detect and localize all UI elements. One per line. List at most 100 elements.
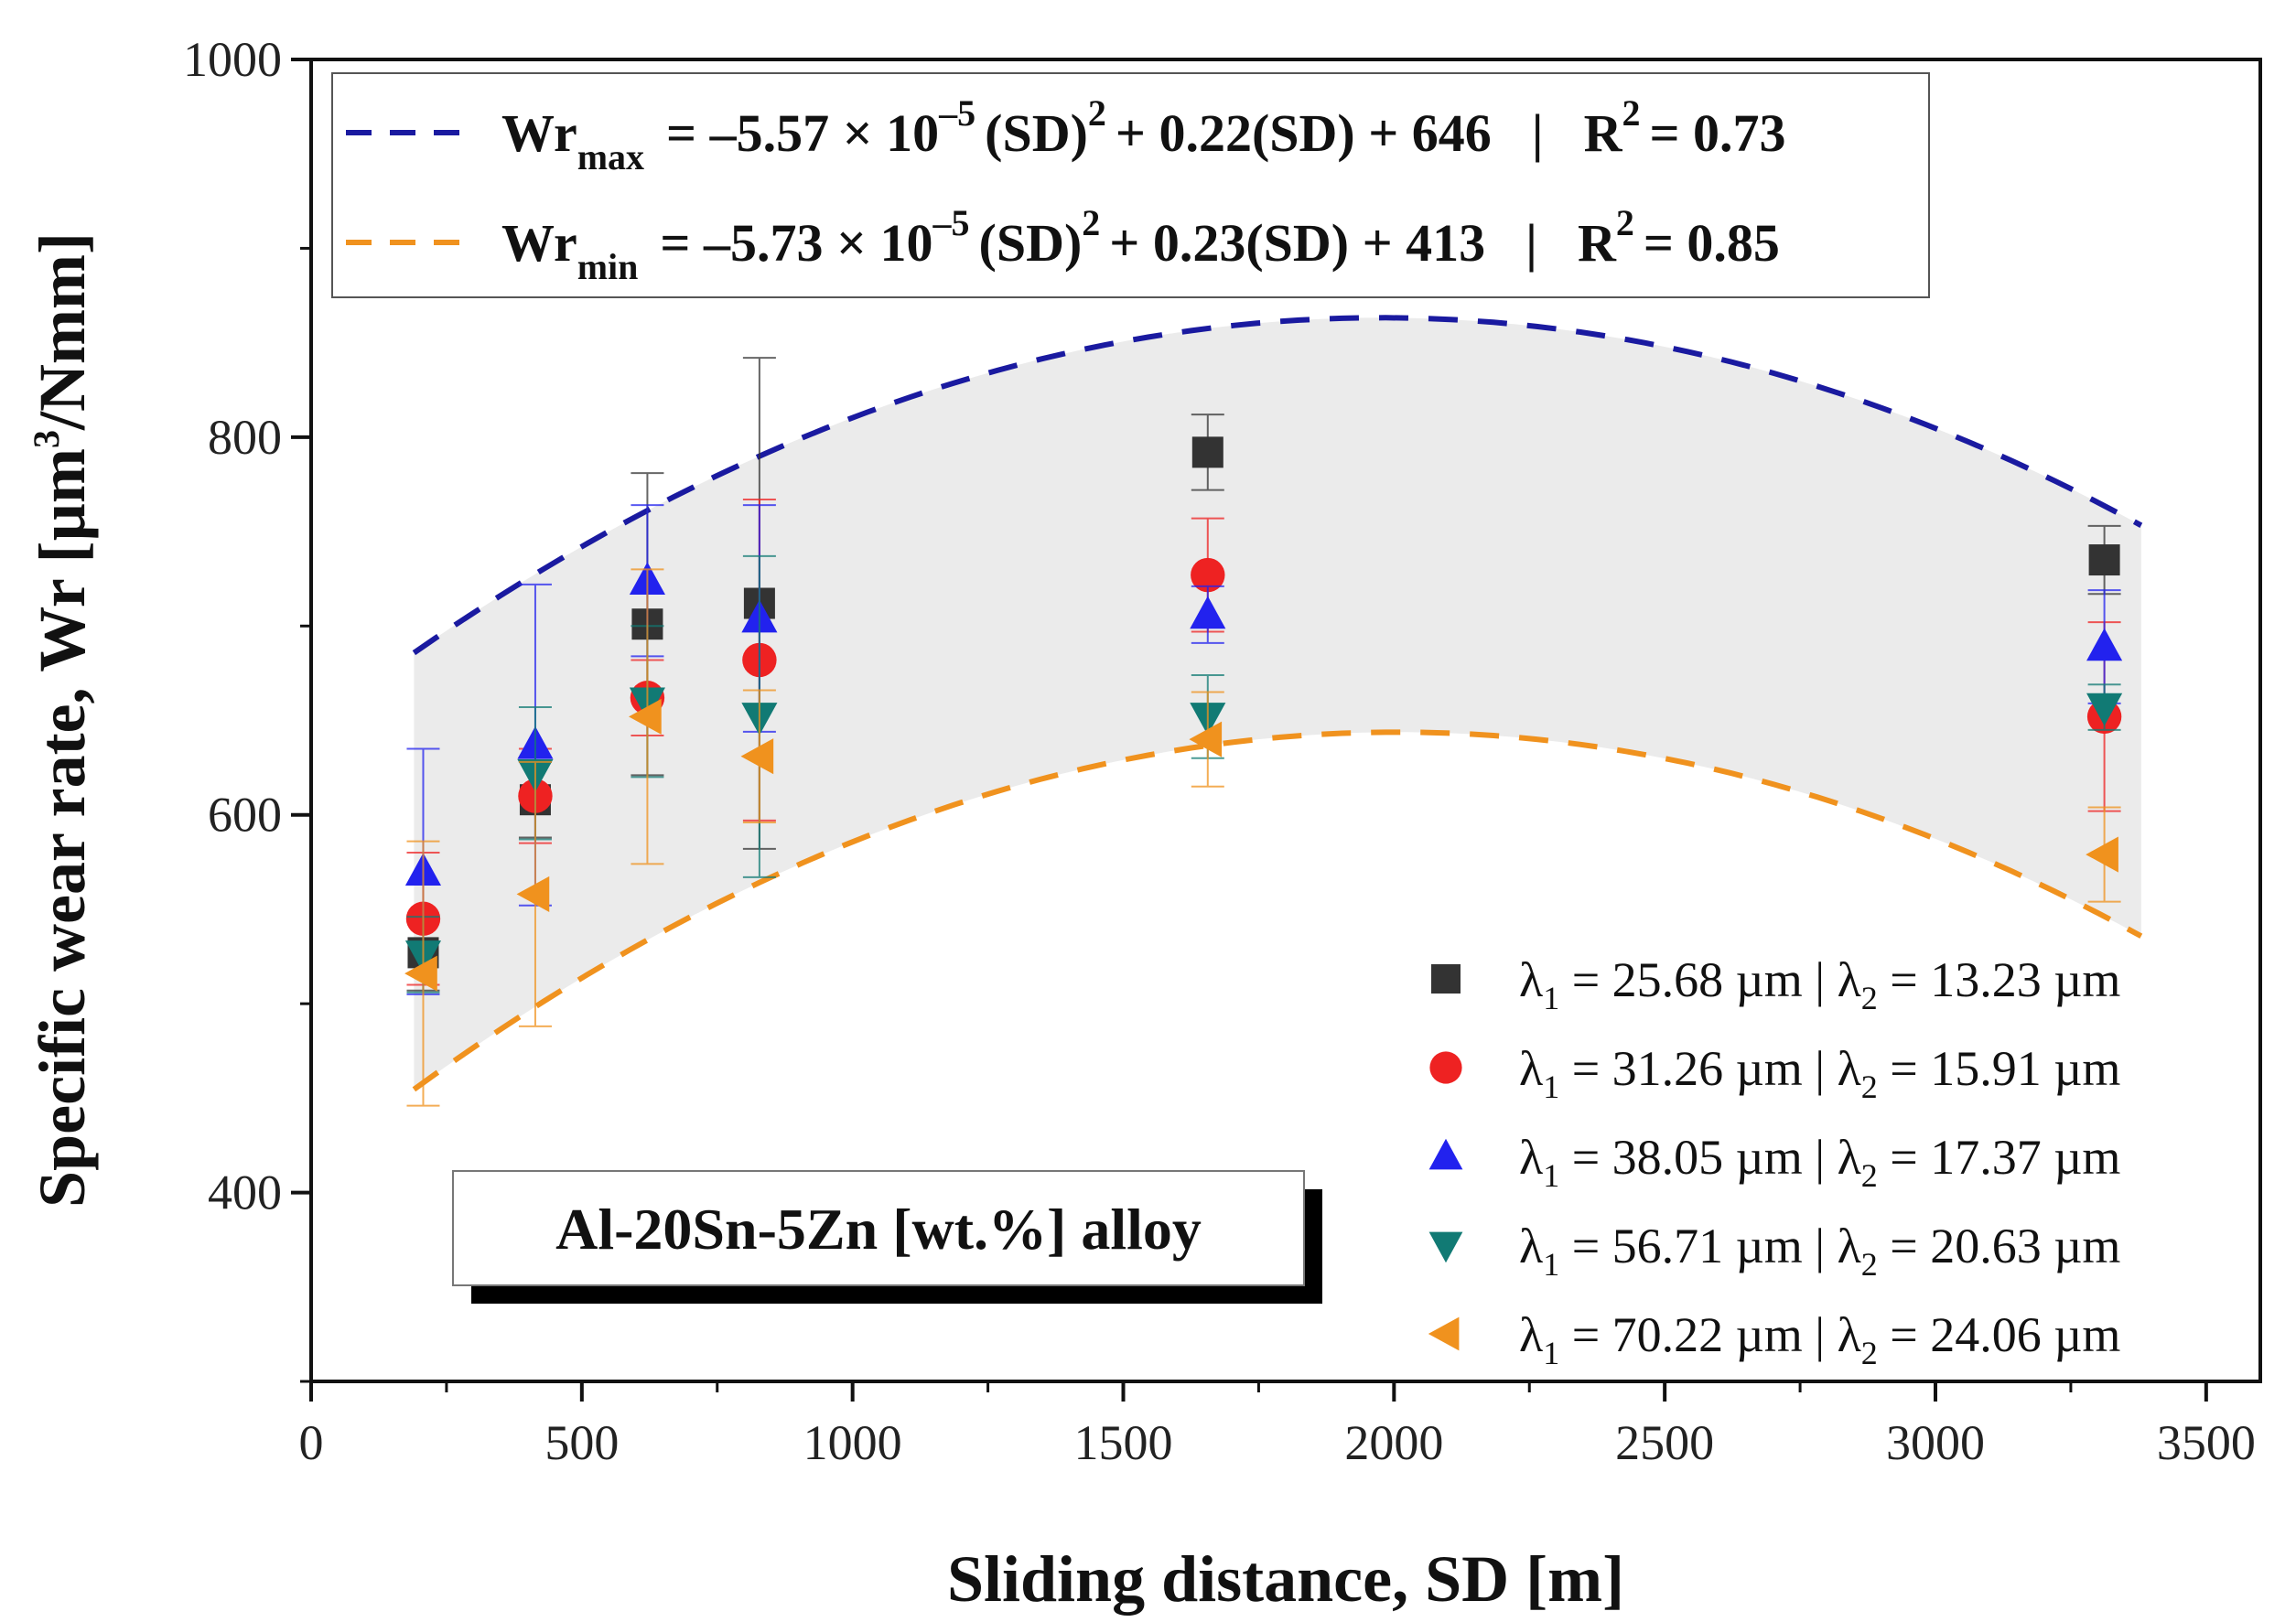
x-tick-label: 3000 <box>1886 1415 1985 1470</box>
fit-min-eq-a: = –5.73 × 10 <box>660 213 932 273</box>
y-axis-title-tail: /Nmm] <box>26 232 99 431</box>
legend-marker <box>1428 1138 1463 1170</box>
fit-max-eq-a: = –5.57 × 10 <box>666 103 939 163</box>
fit-curve-min <box>412 729 2143 1092</box>
legend-label: λ1 = 56.71 µm | λ2 = 20.63 µm <box>1519 1219 2120 1283</box>
legend-label-part: λ <box>1519 1219 1543 1273</box>
fit-min-r2-sup: 2 <box>1616 202 1634 243</box>
legend-label: λ1 = 70.22 µm | λ2 = 24.06 µm <box>1519 1307 2120 1371</box>
legend-label-part: 2 <box>1861 1335 1878 1371</box>
data-point <box>2086 693 2123 726</box>
fit-max-r2: R <box>1584 103 1623 163</box>
fit-equation-min: Wrmin = –5.73 × 10–5 (SD)2 + 0.23(SD) + 413… <box>501 202 1780 287</box>
band-layer <box>414 317 2141 1090</box>
legend-label: λ1 = 25.68 µm | λ2 = 13.23 µm <box>1519 952 2120 1016</box>
fit-max-eq-b: (SD) <box>985 103 1088 163</box>
data-point <box>1191 436 1223 468</box>
data-point <box>1191 557 1225 593</box>
data-point <box>516 875 550 912</box>
legend-marker <box>1428 1316 1460 1351</box>
legend-marker <box>1429 1051 1462 1084</box>
legend-label-part: λ <box>1519 1307 1543 1362</box>
fit-min-eq-c: + 0.23(SD) + 413 <box>1109 213 1485 273</box>
legend-label-part: λ <box>1519 1130 1543 1185</box>
axis-ticks: 0 500 1000 1500 2000 2500 3000 3500 400 600 800 100… <box>183 32 2256 1470</box>
data-points <box>404 357 2123 1107</box>
y-tick-label: 400 <box>208 1165 282 1220</box>
data-point <box>1190 596 1226 629</box>
x-tick-label: 0 <box>299 1415 324 1470</box>
fit-legend-frame <box>331 72 1930 298</box>
legend-label-part: 1 <box>1543 1069 1559 1105</box>
fit-max-label-sub: max <box>577 136 644 177</box>
plot-frame <box>309 58 2262 1383</box>
data-point <box>2088 544 2120 576</box>
x-tick-label: 500 <box>544 1415 619 1470</box>
legend-label-part: = 17.37 µm <box>1878 1130 2121 1185</box>
legend-label-part: = 31.26 µm | λ <box>1559 1041 1861 1096</box>
legend-label-part: = 24.06 µm <box>1878 1307 2121 1362</box>
y-axis-title: Specific wear rate, Wr [µm3/Nmm] <box>26 232 99 1208</box>
data-point <box>629 698 662 735</box>
x-tick-label: 1500 <box>1074 1415 1173 1470</box>
legend-item: λ1 = 38.05 µm | λ2 = 17.37 µm <box>1428 1130 2120 1194</box>
fit-curves <box>412 315 2143 1092</box>
alloy-annotation: Al-20Sn-5Zn [wt.%] alloy <box>452 1170 1322 1304</box>
y-axis-title-main: Specific wear rate, Wr [µm <box>26 448 99 1208</box>
fit-equation-legend: Wrmax = –5.57 × 10–5 (SD)2 + 0.22(SD) + 646… <box>331 72 1930 298</box>
fit-min-sep: | <box>1525 213 1537 273</box>
legend-label-part: = 70.22 µm | λ <box>1559 1307 1861 1362</box>
legend-label-part: 1 <box>1543 1246 1559 1283</box>
x-tick-label: 1000 <box>803 1415 902 1470</box>
fit-min-r2-value: = 0.85 <box>1644 213 1780 273</box>
data-point <box>404 955 437 992</box>
y-tick-label: 1000 <box>183 32 282 87</box>
legend-marker <box>1428 1231 1463 1263</box>
fit-band <box>414 317 2141 1090</box>
legend-label-part: 2 <box>1861 1246 1878 1283</box>
fit-min-r2: R <box>1578 213 1617 273</box>
fit-max-sep: | <box>1532 103 1544 163</box>
x-tick-label: 3500 <box>2157 1415 2256 1470</box>
data-point <box>740 738 774 775</box>
x-tick-label: 2500 <box>1615 1415 1714 1470</box>
legend-item: λ1 = 56.71 µm | λ2 = 20.63 µm <box>1428 1219 2120 1283</box>
legend-label-part: = 38.05 µm | λ <box>1559 1130 1861 1185</box>
legend-marker <box>1431 964 1461 994</box>
legend-label-part: 1 <box>1543 1157 1559 1194</box>
legend-item: λ1 = 31.26 µm | λ2 = 15.91 µm <box>1429 1041 2120 1105</box>
data-point <box>2086 836 2118 873</box>
legend-label-part: = 20.63 µm <box>1878 1219 2121 1273</box>
fit-min-label: Wr <box>501 213 577 273</box>
fit-max-r2-sup: 2 <box>1622 92 1640 134</box>
legend-label: λ1 = 31.26 µm | λ2 = 15.91 µm <box>1519 1041 2120 1105</box>
data-point <box>1189 721 1223 757</box>
fit-max-label: Wr <box>501 103 577 163</box>
legend-label-part: = 13.23 µm <box>1878 952 2121 1007</box>
fit-min-eq-b-sup: 2 <box>1082 202 1100 243</box>
legend-label-part: = 25.68 µm | λ <box>1559 952 1861 1007</box>
x-tick-label: 2000 <box>1344 1415 1443 1470</box>
legend-label-part: λ <box>1519 952 1543 1007</box>
legend-label: λ1 = 38.05 µm | λ2 = 17.37 µm <box>1519 1130 2120 1194</box>
alloy-annotation-frame <box>452 1170 1305 1286</box>
fit-min-label-sub: min <box>577 246 639 287</box>
legend-label-part: 1 <box>1543 1335 1559 1371</box>
data-point <box>2086 628 2123 661</box>
fit-max-eq-a-sup: –5 <box>938 92 976 134</box>
legend-label-part: 2 <box>1861 980 1878 1016</box>
y-axis-title-sup: 3 <box>26 430 67 448</box>
x-axis-title: Sliding distance, SD [m] <box>947 1542 1624 1616</box>
legend-label-part: 2 <box>1861 1069 1878 1105</box>
legend-label-part: 1 <box>1543 980 1559 1016</box>
fit-max-eq-c: + 0.22(SD) + 646 <box>1116 103 1492 163</box>
fit-max-eq-b-sup: 2 <box>1088 92 1106 134</box>
legend-item: λ1 = 70.22 µm | λ2 = 24.06 µm <box>1428 1307 2120 1371</box>
fit-min-eq-a-sup: –5 <box>932 202 970 243</box>
series-5 <box>404 568 2121 1107</box>
legend-label-part: = 56.71 µm | λ <box>1559 1219 1861 1273</box>
alloy-annotation-text: Al-20Sn-5Zn [wt.%] alloy <box>555 1197 1202 1262</box>
legend-label-part: 2 <box>1861 1157 1878 1194</box>
